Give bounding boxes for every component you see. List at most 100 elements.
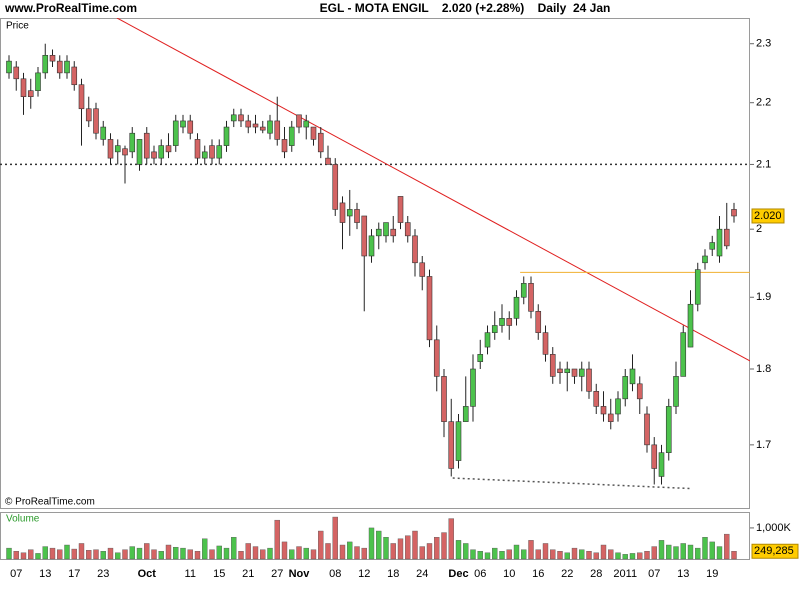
candle-body [85,108,92,122]
volume-bar [499,551,505,560]
volume-bar [187,549,193,560]
volume-bar [107,547,114,560]
candle-body [238,114,244,122]
volume-bar [202,538,208,560]
volume-bar [441,532,447,560]
candle-body [390,228,397,237]
volume-bar [644,551,650,560]
candle-body [658,452,665,477]
x-tick-label: 23 [97,568,109,580]
volume-bar [57,549,63,560]
panel-title: Volume [6,514,40,525]
volume-bar [180,547,186,560]
volume-bar [71,548,77,560]
volume-bar [513,544,520,560]
candle-body [93,108,99,134]
volume-bar [702,537,708,560]
volume-bar [144,543,150,560]
candle-body [143,132,150,159]
volume-bar [209,549,215,560]
candle-body [694,269,701,305]
candle-body [404,222,411,237]
volume-bar [28,549,34,560]
price-panel [0,18,750,509]
volume-bar [122,549,128,560]
volume-bar [260,549,266,560]
last-price-box [751,208,785,224]
volume-bar [615,552,621,560]
volume-bar [477,551,483,560]
volume-bar [347,541,353,560]
footer: © ProRealTime.com [5,497,95,508]
volume-bar [281,541,288,560]
y-tick-label: 1.8 [756,363,771,375]
candle-body [716,228,723,257]
volume-bar [376,530,382,560]
volume-bar [680,543,686,560]
candle-body [723,228,730,247]
candle-body [165,145,172,153]
volume-bar [310,549,317,560]
volume-bar [629,553,636,560]
candle-body [42,55,49,74]
candle-body [281,139,288,153]
candle-body [426,276,433,341]
x-tick-label: 11 [185,568,196,580]
candle-body [346,209,353,217]
volume-bar [64,544,70,560]
candle-body [180,120,186,128]
volume-bar [535,549,541,560]
candle-body [107,139,114,159]
last-price-label: 2.020 [754,210,782,222]
volume-bar [318,530,324,560]
candle-body [506,318,513,326]
volume-bar [238,551,244,560]
candle-body [557,368,563,373]
candle-body [607,413,614,422]
candle-body [223,126,230,146]
candle-body [397,196,404,223]
x-tick-label: 21 [242,568,254,580]
candle-body [375,228,382,237]
volume-bar [492,547,498,560]
volume-bar [129,546,135,560]
volume-bar [484,552,491,560]
volume-bar [419,546,425,560]
volume-bar [564,552,570,560]
volume-bar [332,516,338,560]
x-tick-label: 18 [387,568,399,580]
volume-bar [368,527,375,560]
site-label: www.ProRealTime.com [4,1,137,15]
volume-bar [637,552,643,560]
trend-line [116,18,750,362]
volume-bar [673,546,679,560]
volume-bar [93,549,99,560]
candle-body [477,354,484,362]
candle-body [267,120,273,134]
volume-bar [165,544,172,560]
candle-body [499,318,505,326]
y-tick-label: 2 [756,223,762,235]
volume-bar [13,551,19,560]
x-tick-label: 12 [358,568,370,580]
volume-bar [608,549,614,560]
candle-body [194,139,201,159]
volume-bar [42,546,48,560]
candle-body [136,139,143,165]
volume-bar [593,552,599,560]
candle-body [680,332,687,377]
volume-bar [586,551,592,560]
candle-body [731,209,737,217]
volume-bar [600,544,607,560]
volume-bar [274,519,280,560]
candle-body [339,202,346,223]
volume-bar [115,552,121,560]
candle-body [274,120,281,140]
volume-bar [542,543,549,560]
x-tick-label: 10 [503,568,515,580]
volume-bar [383,537,389,560]
x-tick-label: 08 [329,568,341,580]
candle-body [665,406,672,453]
candle-body [332,164,339,210]
